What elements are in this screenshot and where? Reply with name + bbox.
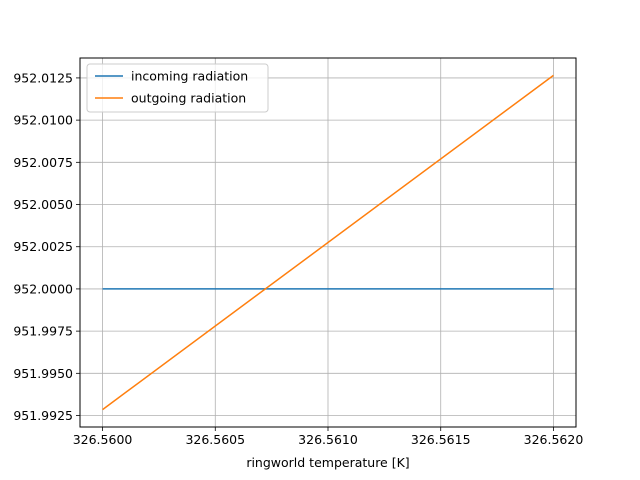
y-tick-label: 952.0100 xyxy=(13,113,73,128)
x-axis-label: ringworld temperature [K] xyxy=(246,455,409,470)
legend-label-1: incoming radiation xyxy=(131,69,248,84)
series-layer xyxy=(102,74,554,411)
series-line-2 xyxy=(102,74,554,411)
y-tick-label: 951.9975 xyxy=(13,324,73,339)
x-tick-label: 326.5615 xyxy=(411,432,471,447)
y-tick-label: 951.9950 xyxy=(13,366,73,381)
x-tick-label: 326.5610 xyxy=(298,432,358,447)
y-tick-label: 951.9925 xyxy=(13,408,73,423)
y-tick-label: 952.0000 xyxy=(13,281,73,296)
legend-label-2: outgoing radiation xyxy=(131,91,246,106)
x-axis-ticks: 326.5600 326.5605 326.5610 326.5615 326.5620 xyxy=(73,427,584,447)
y-tick-label: 952.0075 xyxy=(13,155,73,170)
legend-box xyxy=(86,63,269,113)
x-tick-label: 326.5605 xyxy=(185,432,245,447)
y-tick-label: 952.0050 xyxy=(13,197,73,212)
x-tick-label: 326.5600 xyxy=(73,432,133,447)
y-axis-ticks: 951.9925 951.9950 951.9975 952.0000 952.0025… xyxy=(13,70,80,423)
x-tick-label: 326.5620 xyxy=(524,432,584,447)
legend: incoming radiation outgoing radiation xyxy=(86,63,269,113)
y-tick-label: 952.0125 xyxy=(13,70,73,85)
y-tick-label: 952.0025 xyxy=(13,239,73,254)
